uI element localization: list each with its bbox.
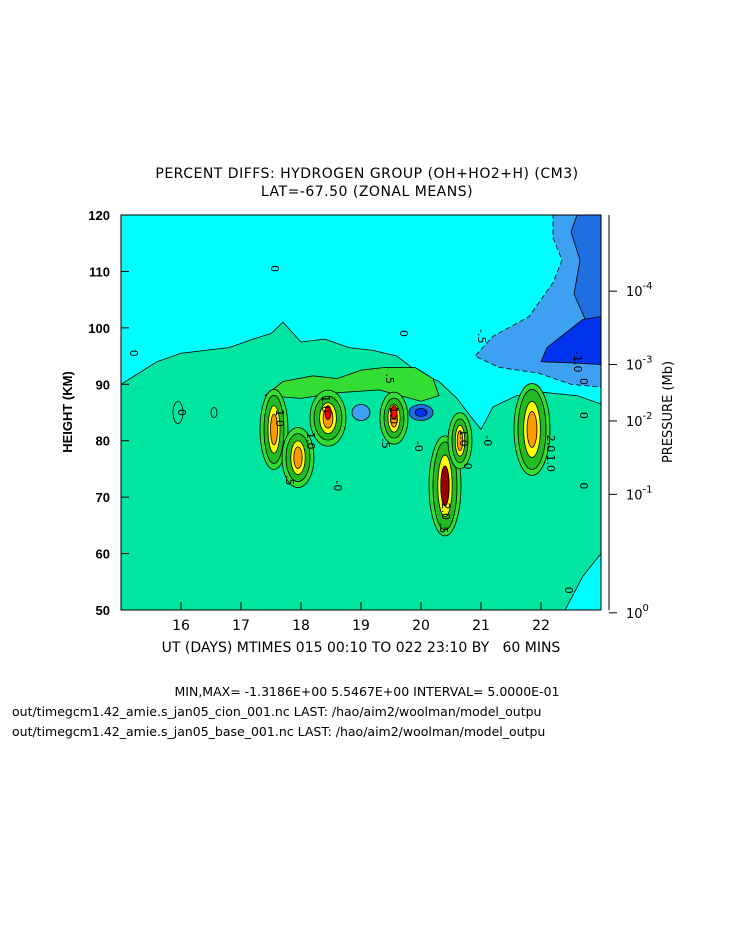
positive-blob-hot-6 [526,411,538,448]
zero-contour-small-2 [210,407,218,418]
x-tick-label: 22 [532,618,550,634]
contour-label: .5 [283,475,296,486]
x-tick-label: 16 [172,618,190,634]
contour-label: .5 [379,438,392,449]
footer-file-2: out/timegcm1.42_amie.s_jan05_base_001.nc… [12,724,546,739]
x-tick-label: 21 [472,618,490,634]
positive-blob-hot-0 [270,413,278,446]
y-axis-label: HEIGHT (KM) [60,371,75,453]
region-negative-strong [570,215,601,351]
positive-blob-hot-1 [293,446,303,469]
y-tick-label: 50 [96,603,110,618]
contour-label: 0 [461,463,474,470]
y-tick-label: 80 [96,434,110,449]
contour-label: 0 [127,350,140,357]
contour-label: 0 [268,265,281,272]
contour-label: 0 [577,482,590,489]
contour-label: 1.0 [304,432,317,450]
positive-blob-hot-5 [456,430,464,452]
x-axis: 16 17 18 19 20 21 22 [172,602,550,634]
contour-label: 1.0 [457,429,470,447]
y-tick-label: 90 [96,377,110,392]
x-tick-label: 19 [352,618,370,634]
chart-title: PERCENT DIFFS: HYDROGEN GROUP (OH+HO2+H)… [155,166,579,182]
contour-label: 0 [397,330,410,337]
contour-label: -0 [331,480,344,491]
zero-contour-small-1 [172,401,184,424]
region-negative-bottom [564,552,601,610]
x-tick-label: 17 [232,618,250,634]
y-axis: 50 60 70 80 90 100 110 120 [88,208,129,618]
contour-label: .5 [437,523,450,534]
x-tick-label: 18 [292,618,310,634]
chart-subtitle: LAT=-67.50 (ZONAL MEANS) [260,184,474,200]
y-tick-label: 70 [96,490,110,505]
y-tick-label: 110 [89,264,110,279]
contour-label: 0 [577,412,590,419]
contour-label: -0 [481,435,494,446]
pressure-tick-label: 10-3 [626,355,653,374]
pressure-tick-label: 10-2 [626,411,653,430]
contour-label: 1.0 [273,409,286,427]
contour-label: -.5 [475,329,488,343]
x-axis-label: UT (DAYS) MTIMES 015 00:10 TO 022 23:10 … [162,640,561,656]
contour-label: 0 [577,378,590,385]
footer-minmax: MIN,MAX= -1.3186E+00 5.5467E+00 INTERVAL… [174,684,560,699]
x-tick-label: 20 [412,618,430,634]
contour-label: 0 [175,409,188,416]
contour-label: 1.0 [319,395,332,413]
region-negative-deep [540,316,601,365]
y-tick-label: 120 [88,208,110,223]
contour-fills [121,215,601,610]
footer-file-1: out/timegcm1.42_amie.s_jan05_cion_001.nc… [12,704,542,719]
contour-label: 2.0 [544,435,557,453]
contour-label: -1.0 [571,351,584,372]
positive-peak-3 [440,465,450,507]
positive-peak-2 [390,405,398,420]
contour-label: -0 [412,441,425,452]
pressure-axis: 100 10-1 10-2 10-3 10-4 [609,281,653,622]
contour-label: 1.0 [387,407,400,425]
y2-axis-label: PRESSURE (Mb) [661,361,676,463]
contour-label: 2.0 [439,503,452,521]
pressure-tick-label: 10-4 [626,281,653,300]
contour-label: 0 [562,587,575,594]
pressure-tick-label: 10-1 [626,484,653,503]
contour-label: .5 [383,373,396,384]
contour-labels: 0 0 0 .5 -.5 -1.0 0 0 0 1.0 1.0 .5 -0 1.0 1.0 .5 -0 -0 1.0… [127,265,590,594]
positive-peak-1 [324,405,332,420]
y-tick-label: 60 [96,547,110,562]
pressure-tick-label: 100 [626,603,649,622]
y-tick-label: 100 [88,321,110,336]
negative-pocket-core [414,408,428,417]
contour-label: 1.0 [544,455,557,473]
negative-pocket-1 [351,404,371,421]
